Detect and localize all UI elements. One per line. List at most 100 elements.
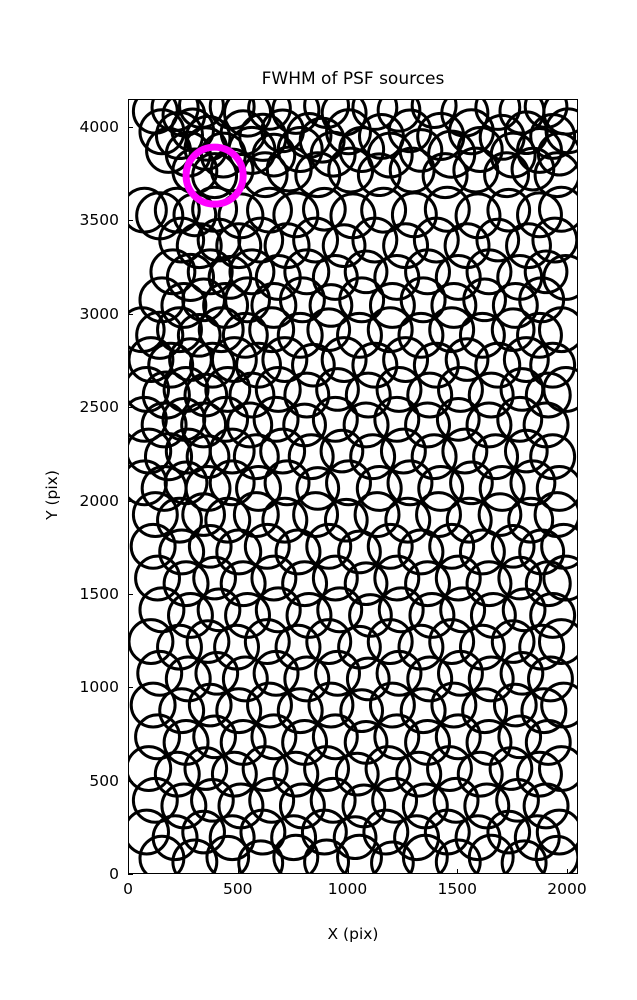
psf-source-circle — [292, 216, 340, 264]
psf-source-circle — [339, 688, 385, 734]
psf-source-circle — [434, 253, 482, 301]
psf-source-circle — [327, 146, 375, 194]
psf-source-circle — [261, 336, 309, 384]
psf-source-circle — [404, 718, 451, 766]
psf-source-circle — [283, 655, 331, 703]
psf-source-circle — [263, 222, 311, 270]
psf-source-circle — [516, 311, 563, 359]
psf-source-circle — [287, 433, 335, 481]
psf-source-circle — [316, 586, 364, 634]
psf-source-circle — [138, 834, 186, 873]
psf-source-circle — [143, 432, 194, 482]
psf-source-circle — [376, 100, 422, 133]
y-tick-mark — [128, 500, 133, 502]
psf-source-circle — [129, 808, 171, 856]
psf-source-circle — [351, 100, 399, 131]
psf-source-circle — [375, 649, 423, 697]
psf-source-circle — [382, 336, 430, 384]
psf-source-circle — [147, 341, 195, 389]
psf-source-circle — [248, 776, 296, 824]
psf-source-circle — [382, 222, 430, 270]
psf-source-circle — [254, 586, 302, 634]
psf-source-circle — [129, 745, 173, 792]
psf-source-circle — [412, 341, 460, 389]
psf-source-circle — [282, 402, 327, 448]
psf-source-circle — [467, 833, 515, 873]
y-tick-label: 4000 — [79, 118, 119, 136]
psf-source-circle — [208, 459, 256, 507]
psf-source-circle — [300, 808, 348, 856]
psf-source-circle — [243, 618, 291, 666]
psf-source-circle — [501, 587, 547, 633]
psf-source-circle — [283, 248, 331, 296]
psf-source-circle — [537, 618, 577, 666]
psf-source-circle — [305, 522, 353, 570]
y-tick-label: 3500 — [79, 211, 119, 230]
psf-source-circle — [516, 126, 563, 174]
psf-source-circle — [321, 223, 367, 269]
psf-source-circle — [461, 687, 509, 735]
psf-source-circle — [252, 395, 300, 443]
psf-source-circle — [323, 497, 369, 543]
psf-source-circle — [192, 555, 237, 601]
psf-source-circle — [329, 192, 377, 240]
psf-source-circle — [188, 341, 236, 389]
page-title: FWHM of PSF sources — [261, 69, 445, 89]
psf-source-circle — [208, 427, 256, 475]
psf-source-circle — [463, 782, 511, 830]
psf-source-circle — [465, 718, 513, 766]
psf-source-circle — [527, 655, 574, 703]
psf-source-circle — [235, 341, 282, 389]
psf-source-circle — [302, 186, 347, 232]
psf-source-circle — [208, 814, 256, 862]
psf-source-circle — [524, 371, 572, 419]
psf-source-circle — [344, 371, 392, 419]
psf-source-circle — [393, 814, 441, 862]
psf-source-circle — [432, 776, 480, 824]
psf-source-circle — [465, 560, 513, 608]
psf-source-circle — [263, 459, 311, 507]
x-tick-mark — [567, 869, 569, 874]
psf-source-circle — [404, 248, 451, 296]
psf-source-circle — [362, 808, 410, 856]
psf-source-circle — [303, 838, 351, 873]
psf-source-circle — [291, 342, 336, 388]
psf-source-circle — [410, 100, 458, 130]
psf-source-circle — [397, 311, 445, 359]
psf-source-circle — [252, 649, 300, 697]
psf-source-circle — [215, 528, 263, 576]
psf-source-circle — [373, 554, 421, 602]
psf-source-circle — [278, 782, 326, 830]
psf-source-circle — [373, 713, 421, 761]
psf-source-circle — [465, 248, 513, 296]
psf-source-circle — [217, 782, 265, 830]
psf-source-circle — [366, 522, 414, 570]
psf-source-circle — [134, 713, 181, 761]
psf-source-circle — [185, 434, 231, 480]
psf-source-circle — [162, 560, 210, 608]
psf-source-circle — [496, 395, 544, 443]
psf-source-circle — [467, 371, 515, 419]
psf-source-circle — [406, 371, 454, 419]
psf-source-circle — [445, 496, 493, 544]
psf-source-circle — [134, 554, 181, 602]
y-tick-label: 3000 — [79, 304, 119, 323]
psf-source-circle — [524, 560, 572, 608]
psf-source-circle — [356, 152, 402, 198]
psf-source-circle — [219, 560, 267, 608]
psf-source-circle — [158, 687, 206, 735]
psf-source-circle — [355, 464, 403, 512]
psf-source-circle — [129, 618, 175, 666]
psf-source-circle — [529, 591, 577, 639]
psf-source-circle — [129, 681, 177, 729]
psf-source-circle — [232, 433, 280, 481]
psf-source-circle — [136, 649, 184, 697]
psf-source-circle — [384, 496, 432, 544]
psf-source-circle — [196, 587, 242, 633]
psf-source-circle — [408, 591, 456, 639]
psf-source-circle — [202, 395, 250, 443]
psf-source-circle — [191, 152, 239, 200]
psf-source-circle — [410, 433, 458, 481]
psf-source-circle — [129, 395, 168, 443]
psf-source-circle — [404, 560, 451, 608]
